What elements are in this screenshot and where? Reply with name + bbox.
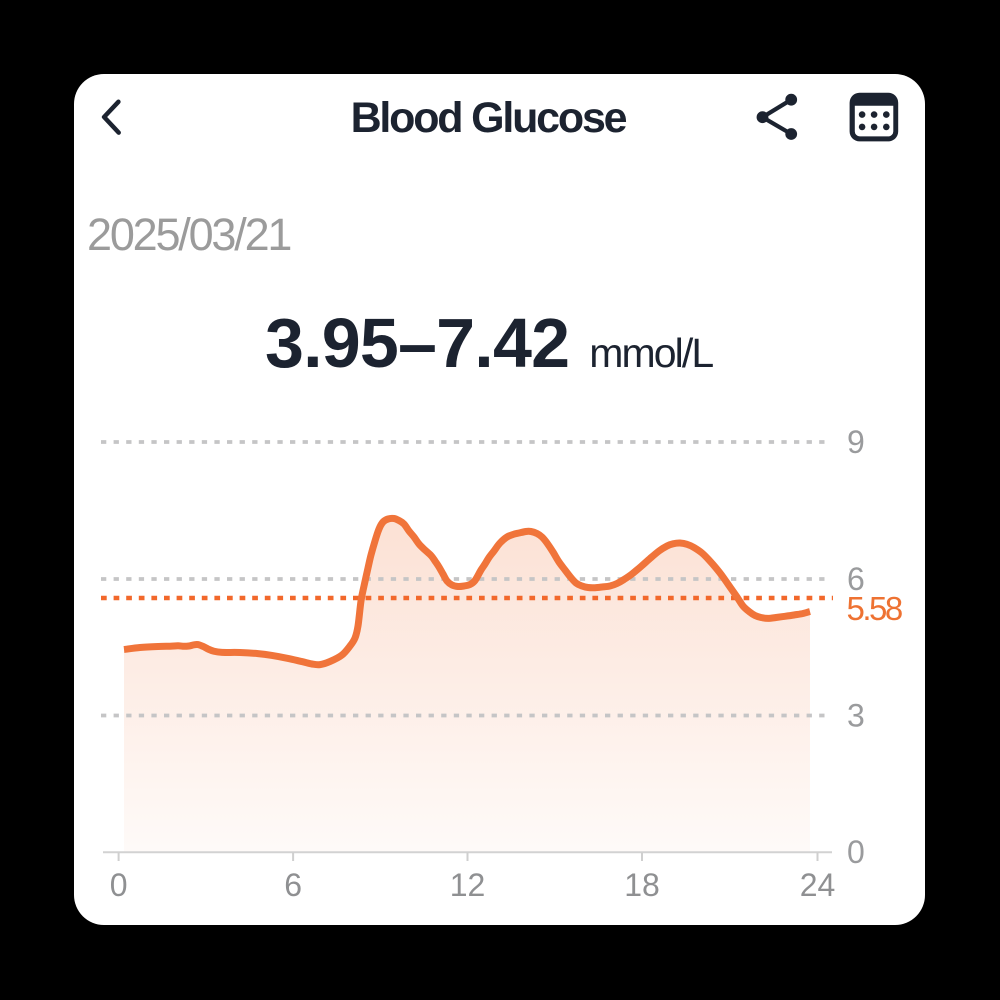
svg-text:24: 24 [800,867,836,903]
svg-text:6: 6 [284,867,302,903]
svg-text:0: 0 [847,834,865,870]
svg-text:18: 18 [624,867,660,903]
svg-text:9: 9 [847,424,865,460]
svg-text:3: 3 [847,698,865,734]
svg-text:6: 6 [847,561,865,597]
svg-text:5.58: 5.58 [847,590,902,627]
svg-text:0: 0 [110,867,128,903]
svg-text:12: 12 [450,867,486,903]
